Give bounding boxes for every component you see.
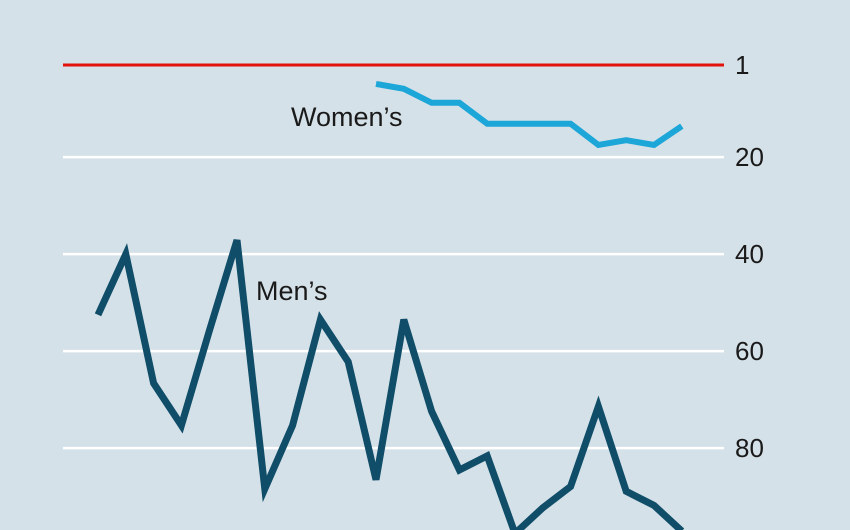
y-axis-tick-labels: 1 20 40 60 80 <box>735 50 764 463</box>
y-tick-label-80: 80 <box>735 433 764 463</box>
y-tick-label-20: 20 <box>735 142 764 172</box>
series-line-mens <box>94 239 685 530</box>
series-line-womens <box>375 80 684 149</box>
y-tick-label-60: 60 <box>735 336 764 366</box>
series-labels: Women’s Men’s <box>256 102 403 306</box>
series-label-mens: Men’s <box>256 276 328 306</box>
gridlines <box>63 63 724 450</box>
series-label-womens: Women’s <box>291 102 403 132</box>
y-tick-label-1: 1 <box>735 50 749 80</box>
series-lines <box>94 80 685 530</box>
y-tick-label-40: 40 <box>735 239 764 269</box>
